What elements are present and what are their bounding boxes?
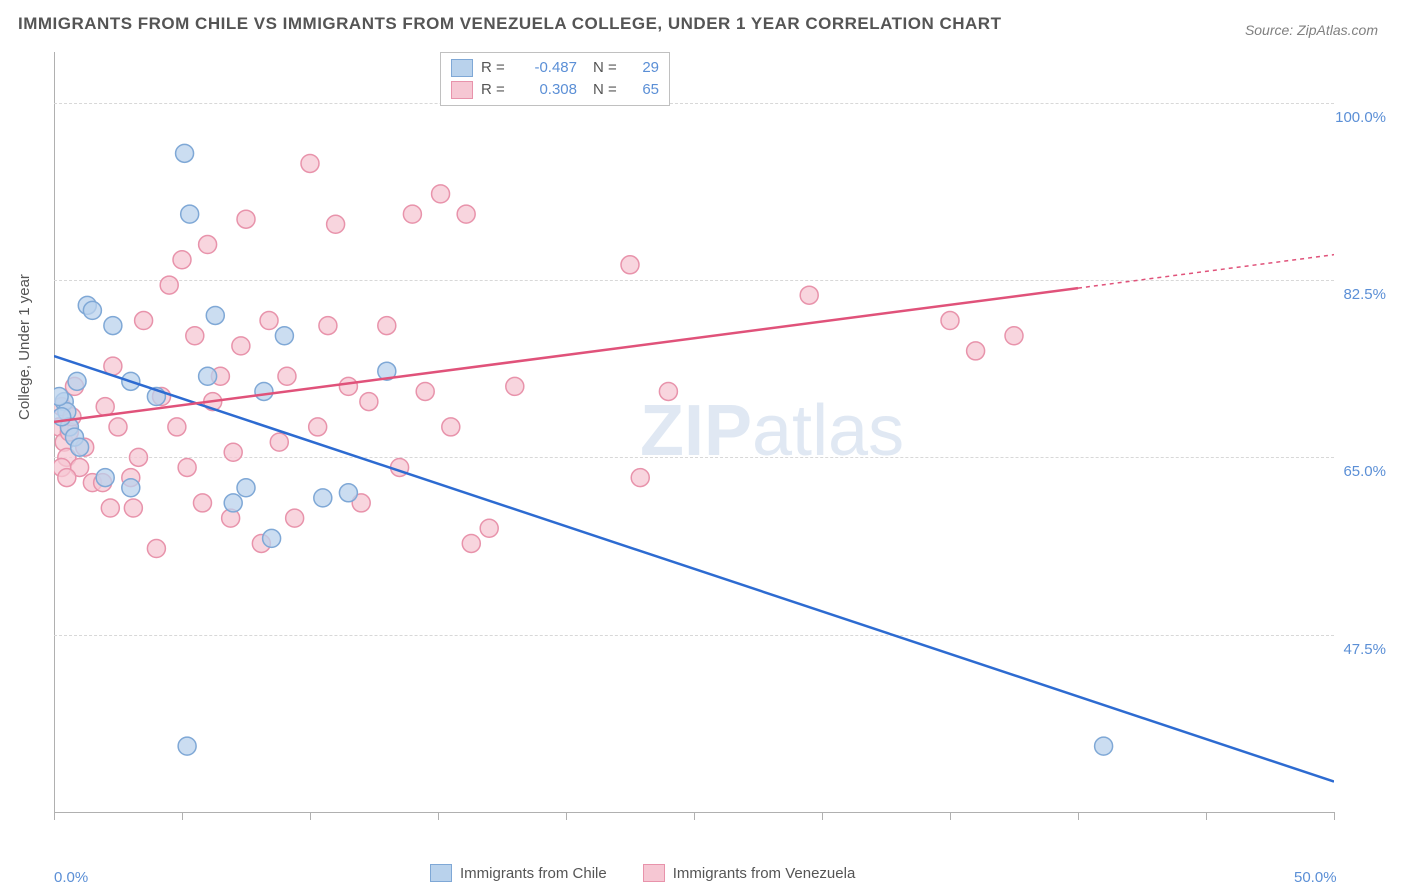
swatch-chile: [451, 59, 473, 77]
n-value-chile: 29: [629, 57, 659, 79]
chart-title: IMMIGRANTS FROM CHILE VS IMMIGRANTS FROM…: [18, 14, 1001, 34]
n-label: N =: [593, 57, 621, 79]
y-axis-label: College, Under 1 year: [16, 274, 33, 420]
y-tick-label: 65.0%: [1343, 463, 1386, 480]
y-tick-label: 82.5%: [1343, 286, 1386, 303]
r-label: R =: [481, 79, 509, 101]
n-value-venezuela: 65: [629, 79, 659, 101]
swatch-chile: [430, 864, 452, 882]
scatter-plot: [54, 52, 1334, 824]
legend-item-venezuela: Immigrants from Venezuela: [643, 864, 856, 882]
x-tick-label: 0.0%: [54, 869, 88, 886]
r-label: R =: [481, 57, 509, 79]
source-attribution: Source: ZipAtlas.com: [1245, 22, 1378, 38]
swatch-venezuela: [643, 864, 665, 882]
y-tick-label: 47.5%: [1343, 641, 1386, 658]
y-tick-label: 100.0%: [1335, 109, 1386, 126]
r-value-chile: -0.487: [517, 57, 577, 79]
legend-label-venezuela: Immigrants from Venezuela: [673, 865, 856, 882]
legend-row-chile: R = -0.487 N = 29: [451, 57, 659, 79]
correlation-legend: R = -0.487 N = 29 R = 0.308 N = 65: [440, 52, 670, 106]
legend-item-chile: Immigrants from Chile: [430, 864, 607, 882]
r-value-venezuela: 0.308: [517, 79, 577, 101]
swatch-venezuela: [451, 81, 473, 99]
n-label: N =: [593, 79, 621, 101]
legend-label-chile: Immigrants from Chile: [460, 865, 607, 882]
series-legend: Immigrants from Chile Immigrants from Ve…: [430, 864, 855, 882]
legend-row-venezuela: R = 0.308 N = 65: [451, 79, 659, 101]
x-tick-label: 50.0%: [1294, 869, 1337, 886]
